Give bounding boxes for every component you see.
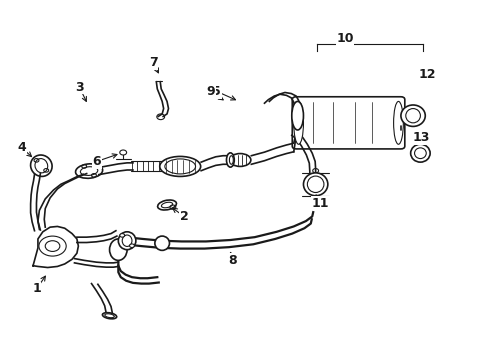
Ellipse shape [110,239,127,260]
Ellipse shape [226,153,234,167]
Ellipse shape [102,312,117,319]
Circle shape [120,150,126,155]
Text: 10: 10 [336,32,354,45]
Ellipse shape [411,144,430,162]
Text: 4: 4 [18,141,26,154]
Ellipse shape [229,154,251,166]
Text: 1: 1 [32,283,41,296]
Text: 13: 13 [413,131,430,144]
Text: 5: 5 [212,85,221,98]
Text: 8: 8 [228,254,237,267]
Ellipse shape [393,102,403,144]
Ellipse shape [401,105,425,126]
Text: 2: 2 [180,210,189,223]
Text: 12: 12 [419,68,437,81]
Circle shape [120,234,124,237]
Ellipse shape [155,236,170,250]
Ellipse shape [292,102,303,130]
Text: 3: 3 [75,81,84,94]
Text: 7: 7 [149,56,158,69]
Ellipse shape [294,102,303,144]
Text: 11: 11 [312,197,329,210]
Text: 6: 6 [93,155,101,168]
Ellipse shape [160,157,201,176]
Ellipse shape [118,232,136,249]
Ellipse shape [303,173,328,196]
FancyBboxPatch shape [292,97,405,149]
Circle shape [129,244,134,248]
Text: 9: 9 [207,85,215,98]
